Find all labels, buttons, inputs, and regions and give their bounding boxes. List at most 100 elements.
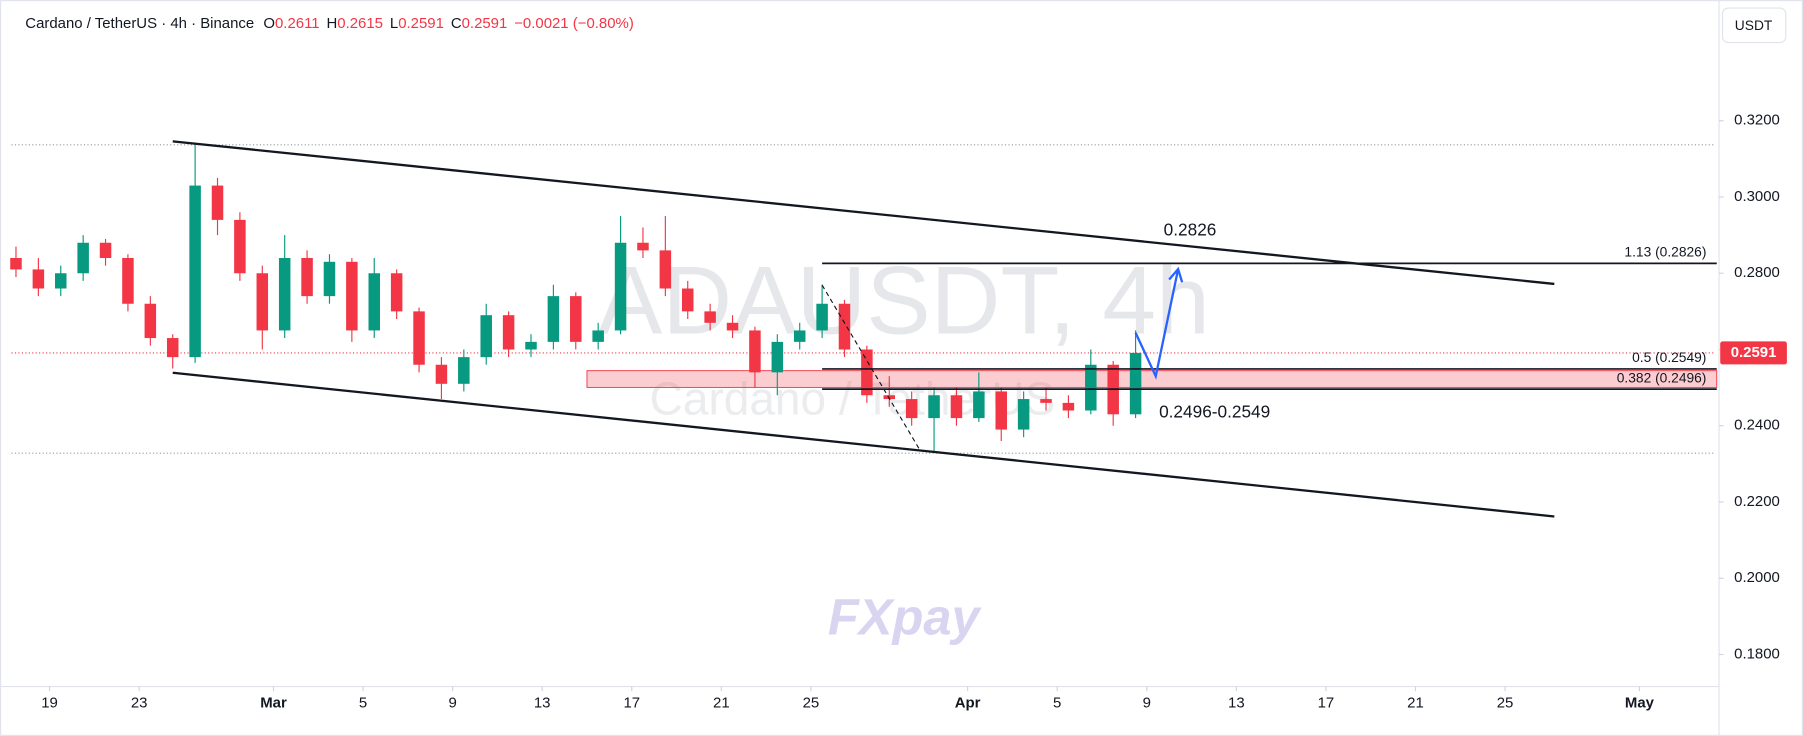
candle-body [166,338,179,358]
candle-body [278,258,291,331]
candle-body [368,273,381,331]
candle-body [189,185,201,358]
candle-body [122,258,134,304]
target-label: 0.2826 [1164,220,1217,240]
candle-body [592,330,604,342]
arrow-head [1168,266,1184,283]
ohlc-value: 0.2615 [337,15,383,32]
y-tick-label: 0.1800 [1734,645,1780,662]
candle-body [234,219,246,274]
x-tick-label: 5 [359,695,367,712]
x-tick-label: Mar [260,695,287,712]
y-tick-label: 0.2800 [1734,264,1780,281]
candle-body [950,395,963,419]
candle-body [435,364,448,384]
candle-body [458,357,470,384]
y-tick-label: 0.3000 [1734,188,1780,205]
x-tick-label: 13 [534,695,551,712]
last-price-tag [1720,341,1787,365]
channel-line [172,140,1555,286]
candle-body [256,273,269,331]
candle-body [301,258,313,297]
x-tick-label: 17 [623,695,640,712]
candle-body [413,311,425,365]
fib-label: 0.382 (0.2496) [1617,370,1707,385]
candle-body [995,391,1007,430]
y-tick-label: 0.2400 [1734,417,1780,434]
candle-body [928,395,940,419]
fib-label: 1.13 (0.2826) [1624,245,1706,260]
x-tick-label: 9 [1143,695,1151,712]
candle-body [323,261,336,297]
y-tick-label: 0.3200 [1734,112,1780,129]
ohlc-value: 0.2611 [275,15,320,32]
header: Cardano / TetherUS · 4h · Binance O0.2611… [25,15,634,32]
candle-body [681,288,694,312]
x-tick-label: 23 [131,695,148,712]
candle-body [704,311,716,323]
x-tick-label: 5 [1053,695,1061,712]
y-tick-label: 0.2200 [1734,493,1780,510]
ohlc-label: C [451,15,462,32]
candle-body [1062,402,1075,411]
candle-body [1017,399,1030,430]
logo: FXpay [828,588,983,645]
x-tick-label: 21 [1407,695,1424,712]
y-tick-label: 0.2000 [1734,569,1780,586]
currency[interactable]: USDT [1735,18,1773,33]
candle-body [77,242,89,274]
channel-line [172,371,1555,518]
candle-body [10,258,22,270]
projection-arrow [1134,268,1180,380]
candle-body [547,296,560,342]
candle-body [838,303,851,350]
candle-body [32,269,45,289]
x-tick-label: 9 [448,695,456,712]
candle-body [99,242,112,259]
candle-body [861,349,873,396]
candle-body [816,303,828,331]
candle-body [793,330,806,342]
candle-body [659,250,672,289]
x-tick-label: 25 [803,695,820,712]
candle-body [211,185,224,220]
x-tick-label: 19 [41,695,58,712]
candle-body [905,399,918,419]
ohlc-value: 0.2591 [462,15,508,32]
zone [586,370,1718,388]
candle-body [346,261,358,331]
ohlc-label: L [390,15,398,32]
candle-body [55,273,67,289]
watermark-name: Cardano / TetherUS [650,373,1056,425]
ohlc-label: O [263,15,275,32]
candle-body [525,341,537,350]
x-tick-label: 13 [1228,695,1245,712]
change: −0.0021 (−0.80%) [514,15,634,32]
x-tick-label: 25 [1497,695,1514,712]
x-tick-label: Apr [955,695,981,712]
x-tick-label: 21 [713,695,730,712]
candle-body [1129,352,1142,415]
ohlc-value: 0.2591 [398,15,444,32]
candle-body [726,322,739,331]
plot: 0.18000.20000.22000.24000.26000.28000.30… [10,112,1787,712]
candle-body [973,391,985,419]
candle-body [1085,364,1097,411]
watermark-ticker: ADAUSDT, 4h [598,248,1210,355]
currency-button[interactable] [1721,7,1787,44]
candle-body [1040,399,1052,403]
candle-body [883,395,896,400]
candle-body [614,242,627,331]
zone-label: 0.2496-0.2549 [1159,401,1270,421]
ohlc-label: H [327,15,338,32]
x-tick-label: 17 [1318,695,1335,712]
symbol: Cardano / TetherUS · 4h · Binance [25,15,254,32]
fib-label: 0.5 (0.2549) [1632,350,1706,365]
candle-body [570,296,582,342]
candle-body [390,273,403,312]
candle-body [480,315,492,358]
candle-body [144,303,157,339]
